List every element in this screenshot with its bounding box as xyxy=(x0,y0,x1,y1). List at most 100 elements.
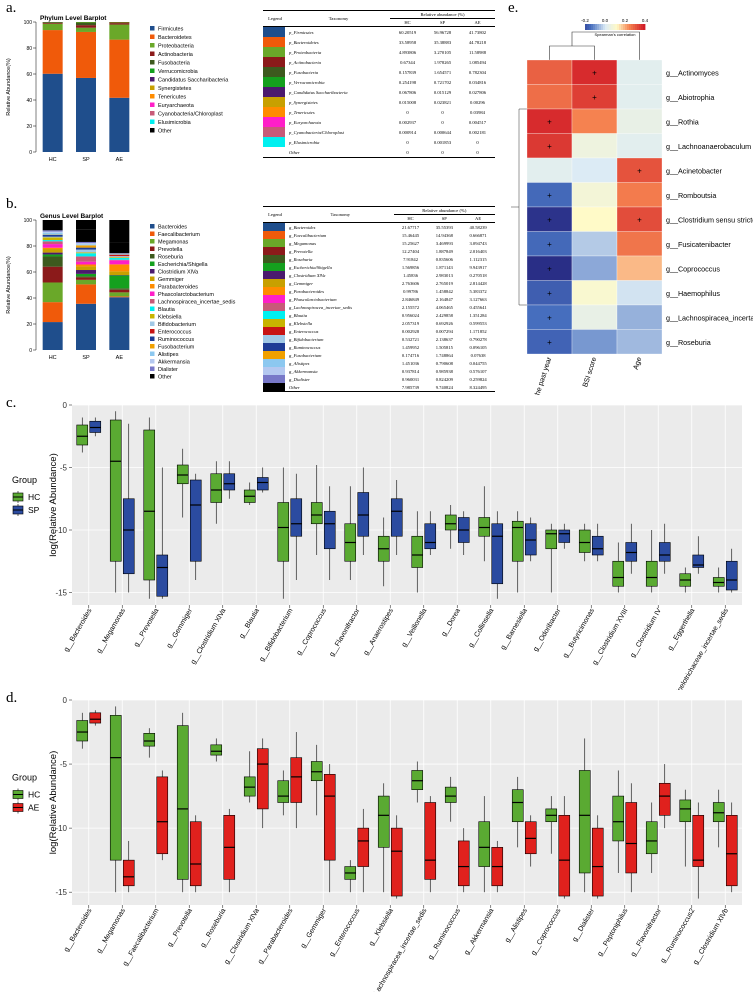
bar-segment xyxy=(76,229,96,242)
legend-label: Bacteroides xyxy=(158,224,187,230)
legend-swatch xyxy=(150,284,155,289)
legend-swatch xyxy=(150,329,155,334)
swatch xyxy=(263,137,285,147)
box xyxy=(122,498,135,575)
box xyxy=(578,770,591,874)
bar-segment xyxy=(42,231,63,233)
box xyxy=(390,498,403,537)
taxonomy-cell: p_Candidatus Saccharibacteria xyxy=(289,89,348,95)
panel-label-c: c. xyxy=(6,395,17,411)
x-tick-label: g__Barnesiella xyxy=(500,607,529,651)
sp-value: 0.015129 xyxy=(433,89,452,95)
bar-segment xyxy=(76,220,96,230)
taxonomy-cell: p_Proteobacteria xyxy=(289,49,322,55)
swatch xyxy=(263,127,285,137)
y-tick-label: 40 xyxy=(26,98,32,104)
col-relative-abundance: Relative abundance (%) xyxy=(390,10,495,19)
legend-swatch xyxy=(263,295,287,303)
y-tick-label: -10 xyxy=(55,824,67,833)
legend-label: Lachnospiracea_incertae_sedis xyxy=(158,299,236,305)
bar-segment xyxy=(42,244,63,248)
col-ae: AE xyxy=(461,214,495,223)
plot-background xyxy=(72,405,742,605)
bar-segment xyxy=(109,39,130,98)
heatmap-cell xyxy=(571,304,618,330)
box xyxy=(591,535,604,556)
color-key-tick: 0.0 xyxy=(602,18,609,23)
legend-swatch xyxy=(263,247,287,255)
hc-value: 0.015008 xyxy=(398,99,417,105)
hc-value: 0.002928 xyxy=(401,328,420,334)
swatch xyxy=(263,335,285,343)
legend-label: Escherichia/Shigella xyxy=(158,262,208,268)
swatch xyxy=(263,37,285,47)
legend-swatch xyxy=(150,77,155,82)
ae-value: 1.171852 xyxy=(469,328,487,334)
legend-label: Tenericutes xyxy=(158,94,186,100)
sp-value: 56.96728 xyxy=(433,29,452,35)
table-row: p_Proteobacteria 4.893806 3.270105 11.58988 xyxy=(263,47,495,57)
swatch xyxy=(263,247,285,255)
hc-value: 0.532721 xyxy=(401,336,420,342)
box xyxy=(658,542,671,562)
x-tick-label: g__Ruminococcus xyxy=(427,907,462,961)
swatch xyxy=(263,239,285,247)
significance-mark: + xyxy=(637,215,642,224)
swatch xyxy=(263,375,285,383)
significance-mark: + xyxy=(592,93,597,102)
legend-swatch xyxy=(150,336,155,341)
box xyxy=(290,498,303,537)
legend-swatch xyxy=(150,321,155,326)
hc-value: 4.893806 xyxy=(398,49,417,55)
box xyxy=(612,560,625,587)
table-row: p_Cyanobacteria/Chloroplast 0.000914 0.000… xyxy=(263,127,495,137)
legend-swatch xyxy=(150,102,155,107)
hc-value: 2.155572 xyxy=(401,304,420,310)
sp-value: 2.164847 xyxy=(435,296,453,302)
ae-value: 0.00296 xyxy=(470,99,485,105)
legend-swatch xyxy=(263,47,287,57)
bar-segment xyxy=(76,25,96,28)
row-label: g__Actinomyces xyxy=(666,68,719,77)
ae-value: 1.085494 xyxy=(468,59,487,65)
x-tick-label: AE xyxy=(116,355,124,361)
bar-segment xyxy=(42,252,63,255)
heatmap-cell xyxy=(616,206,663,232)
box xyxy=(290,757,303,803)
legend-swatch xyxy=(263,343,287,351)
heatmap-cell xyxy=(526,231,573,257)
bar-segment xyxy=(76,241,96,244)
color-key-step xyxy=(593,24,596,30)
bar-segment xyxy=(42,234,63,237)
column-label: AE in the past year xyxy=(526,355,554,395)
box xyxy=(122,859,135,887)
table-row: g_Clostridium XlVa 1.45836 2.983013 0.27051… xyxy=(263,271,495,279)
row-label: g__Fusicatenibacter xyxy=(666,240,731,249)
swatch xyxy=(263,279,285,287)
hc-value: 2.057319 xyxy=(401,320,420,326)
box xyxy=(277,502,290,562)
col-sp: SP xyxy=(427,214,462,223)
hc-value: 0.937814 xyxy=(401,368,420,374)
y-tick-label: 0 xyxy=(29,348,32,354)
hc-value: 0 xyxy=(406,109,409,115)
table-row: g_Blautia 0.956024 2.429858 1.351284 xyxy=(263,311,495,319)
row-label: g__Roseburia xyxy=(666,338,711,347)
col-hc: HC xyxy=(393,214,428,223)
heatmap-cell xyxy=(571,133,618,159)
bar-segment xyxy=(76,249,96,253)
box xyxy=(645,560,658,587)
x-tick-label: g__Gemmiger xyxy=(166,607,195,649)
table-row: g_Bacteroides 21.67717 35.55393 40.58239 xyxy=(263,223,495,231)
sp-value: 0.835606 xyxy=(435,256,453,262)
box xyxy=(457,840,470,887)
row-label: g__Romboutsia xyxy=(666,191,716,200)
sp-value: 35.55393 xyxy=(435,224,453,230)
swatch xyxy=(263,359,285,367)
bar-segment xyxy=(76,245,96,248)
legend-swatch xyxy=(263,107,287,117)
legend-title: Group xyxy=(12,773,37,783)
color-key-step xyxy=(609,24,612,30)
legend-label: Elusimicrobia xyxy=(158,120,192,126)
swatch xyxy=(263,303,285,311)
